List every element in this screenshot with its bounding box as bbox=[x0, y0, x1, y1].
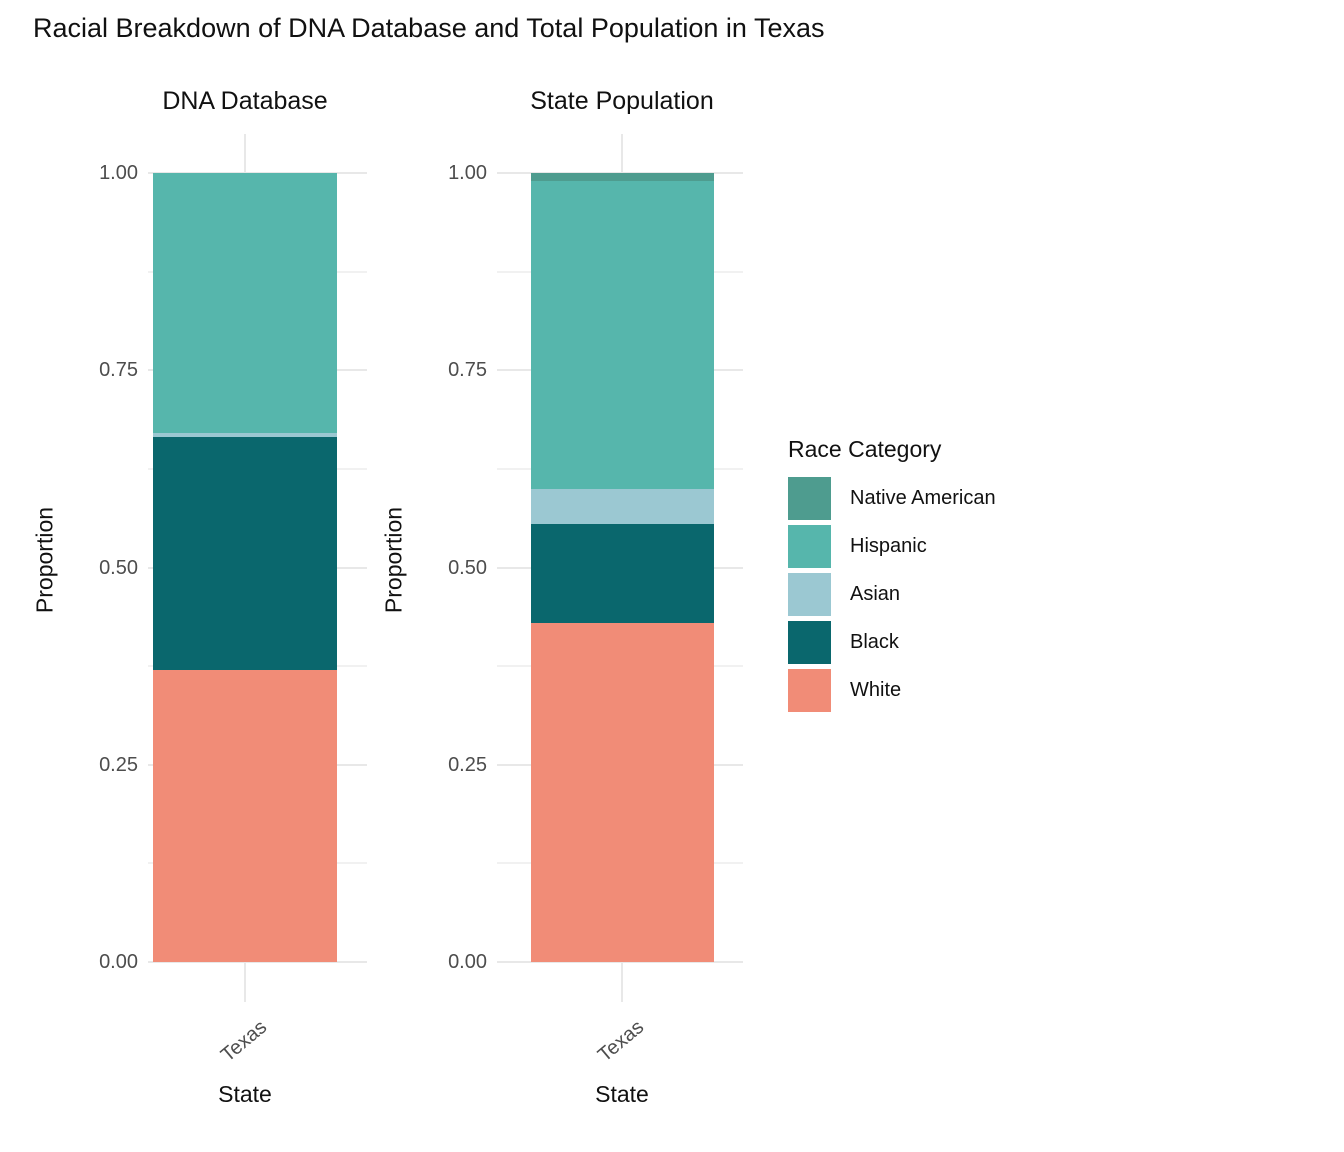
legend-entry-asian: Asian bbox=[788, 573, 996, 616]
y-tick-label: 0.75 bbox=[448, 359, 487, 382]
panel-title: State Population bbox=[530, 87, 714, 115]
legend-swatch-white bbox=[788, 669, 831, 712]
legend-title: Race Category bbox=[788, 436, 942, 462]
y-tick-label: 1.00 bbox=[448, 162, 487, 184]
legend-swatch-native-american bbox=[788, 477, 831, 520]
bar-segment-native-american bbox=[530, 173, 714, 181]
bar-segment-black bbox=[153, 437, 337, 671]
legend-swatch-black bbox=[788, 621, 831, 664]
legend-label: Black bbox=[850, 631, 899, 653]
legend-entry-native-american: Native American bbox=[788, 477, 996, 520]
gridline-major bbox=[148, 961, 367, 963]
legend-swatch-asian bbox=[788, 573, 831, 616]
x-tick-label: Texas bbox=[593, 1016, 649, 1067]
legend-entry-white: White bbox=[788, 669, 996, 712]
legend-entry-black: Black bbox=[788, 621, 996, 664]
legend: Race Category Native American Hispanic Asi… bbox=[788, 436, 996, 717]
y-tick-label: 1.00 bbox=[99, 162, 138, 184]
legend-entry-hispanic: Hispanic bbox=[788, 525, 996, 568]
y-axis-title: Proportion bbox=[31, 506, 58, 614]
bar-segment-hispanic bbox=[530, 180, 714, 489]
y-tick-label: 0.75 bbox=[99, 359, 138, 382]
bar-segment-white bbox=[153, 670, 337, 962]
y-axis-title: Proportion bbox=[380, 506, 407, 614]
legend-label: Native American bbox=[850, 487, 996, 509]
gridline-major bbox=[497, 961, 743, 963]
y-tick-label: 0.50 bbox=[99, 556, 138, 579]
bar-segment-asian bbox=[153, 433, 337, 438]
x-axis-title: State bbox=[595, 1081, 649, 1107]
bar-segment-white bbox=[530, 622, 714, 962]
x-axis-title: State bbox=[218, 1081, 272, 1107]
legend-swatch-hispanic bbox=[788, 525, 831, 568]
legend-label: Hispanic bbox=[850, 535, 927, 557]
chart-title: Racial Breakdown of DNA Database and Tot… bbox=[33, 13, 825, 43]
legend-label: Asian bbox=[850, 583, 901, 605]
y-tick-label: 0.25 bbox=[448, 753, 487, 776]
x-tick-label: Texas bbox=[216, 1016, 272, 1067]
bar-segment-hispanic bbox=[153, 173, 337, 434]
bar-segment-asian bbox=[530, 488, 714, 525]
bar-segment-black bbox=[530, 524, 714, 623]
y-tick-label: 0.25 bbox=[99, 753, 138, 776]
y-tick-label: 0.50 bbox=[448, 556, 487, 579]
y-tick-label: 0.00 bbox=[99, 951, 138, 973]
panel-title: DNA Database bbox=[162, 87, 328, 115]
y-tick-label: 0.00 bbox=[448, 951, 487, 973]
legend-label: White bbox=[850, 679, 902, 701]
legend-entries: Native American Hispanic Asian Black White bbox=[788, 477, 996, 712]
